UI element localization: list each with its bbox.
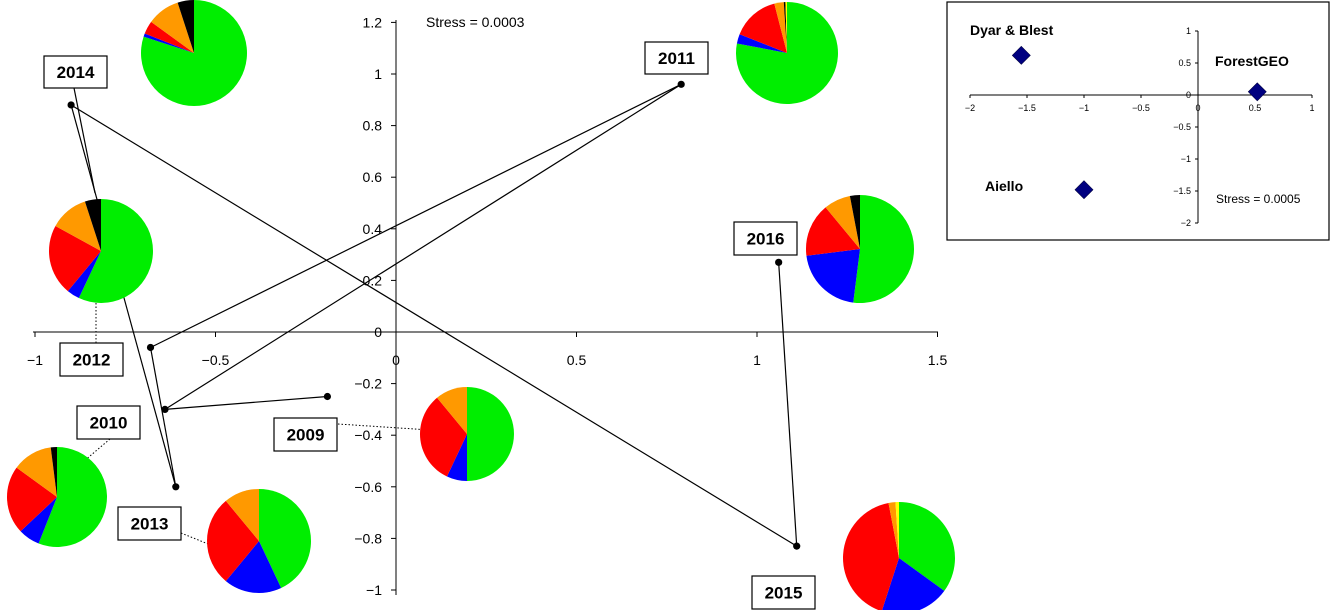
- inset-stress-label: Stress = 0.0005: [1216, 192, 1301, 206]
- inset-y-tick-label: −1.5: [1173, 186, 1191, 196]
- inset-x-tick-label: 1: [1309, 103, 1314, 113]
- inset-x-tick-label: 0.5: [1249, 103, 1262, 113]
- inset-y-tick-label: 0: [1186, 90, 1191, 100]
- inset-y-tick-label: −2: [1181, 218, 1191, 228]
- inset-point-label: Dyar & Blest: [970, 22, 1054, 38]
- inset-x-tick-label: 0: [1195, 103, 1200, 113]
- inset-point-label: Aiello: [985, 178, 1023, 194]
- inset-y-tick-label: −1: [1181, 154, 1191, 164]
- inset-x-tick-label: −1: [1079, 103, 1089, 113]
- inset-y-tick-label: 0.5: [1178, 58, 1191, 68]
- inset-x-tick-label: −0.5: [1132, 103, 1150, 113]
- inset-y-tick-label: −0.5: [1173, 122, 1191, 132]
- inset-x-tick-label: −2: [965, 103, 975, 113]
- inset-y-tick-label: 1: [1186, 26, 1191, 36]
- inset-x-tick-label: −1.5: [1018, 103, 1036, 113]
- inset-point-label: ForestGEO: [1215, 53, 1289, 69]
